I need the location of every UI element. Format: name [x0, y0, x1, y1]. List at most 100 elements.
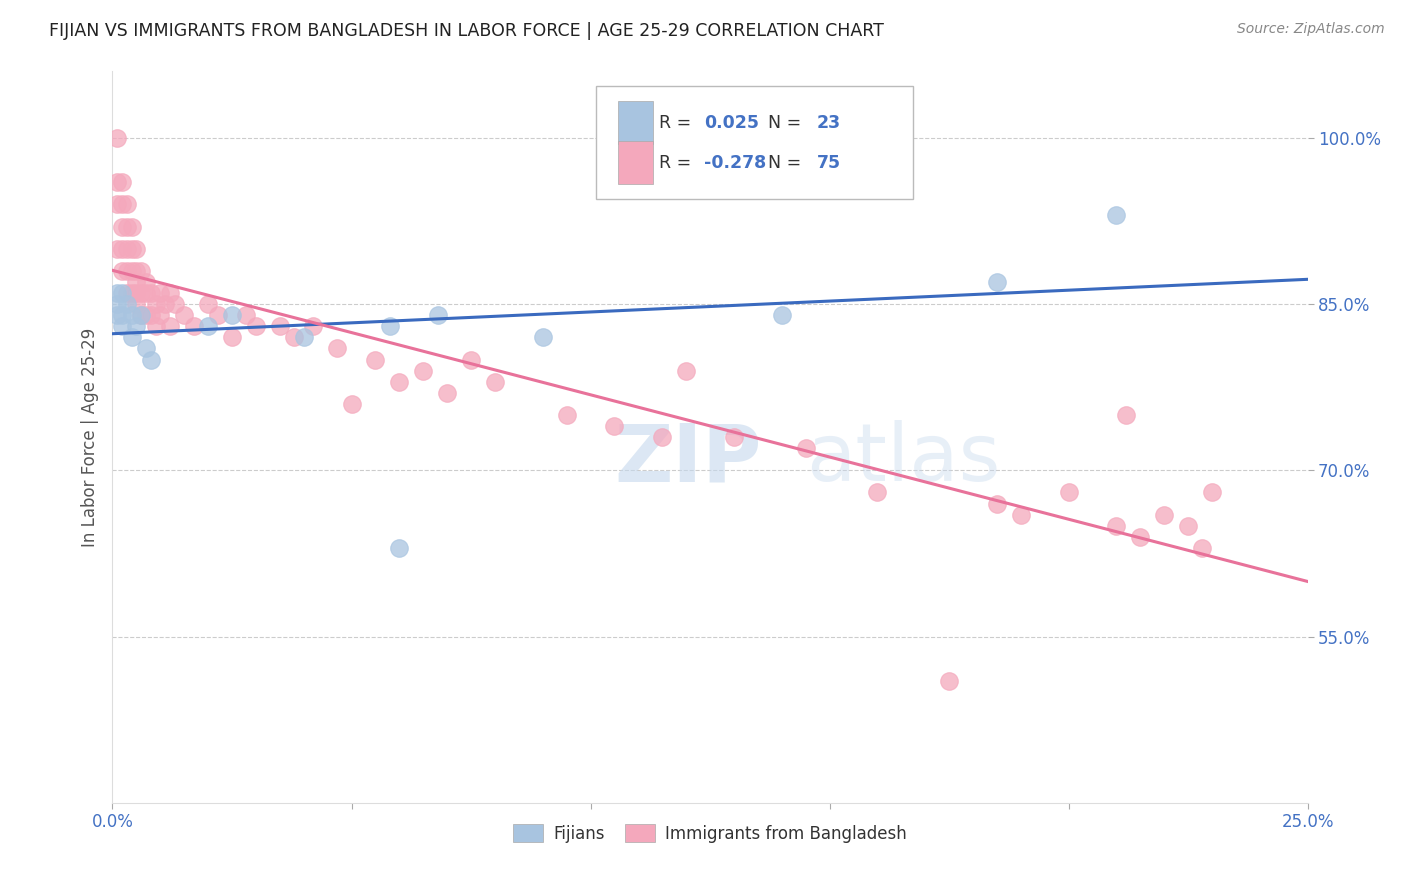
Point — [603, 419, 626, 434]
Point — [388, 375, 411, 389]
Point — [1115, 408, 1137, 422]
Point — [460, 352, 482, 367]
Point — [111, 319, 134, 334]
Text: 0.025: 0.025 — [704, 113, 759, 131]
Point — [1129, 530, 1152, 544]
Point — [105, 297, 128, 311]
Text: 23: 23 — [817, 113, 841, 131]
Point — [770, 308, 793, 322]
Point — [651, 430, 673, 444]
Point — [340, 397, 363, 411]
Point — [207, 308, 229, 322]
Point — [153, 297, 176, 311]
Point — [145, 297, 167, 311]
Point — [159, 319, 181, 334]
Point — [111, 264, 134, 278]
Point — [121, 330, 143, 344]
Point — [1105, 518, 1128, 533]
Point — [115, 242, 138, 256]
Text: atlas: atlas — [806, 420, 1000, 498]
Point — [163, 297, 186, 311]
FancyBboxPatch shape — [619, 141, 652, 185]
Point — [125, 319, 148, 334]
Point — [235, 308, 257, 322]
Point — [197, 297, 219, 311]
Point — [245, 319, 267, 334]
Point — [105, 285, 128, 300]
Point — [938, 673, 960, 688]
Point — [121, 285, 143, 300]
Point — [866, 485, 889, 500]
Text: Source: ZipAtlas.com: Source: ZipAtlas.com — [1237, 22, 1385, 37]
Point — [125, 297, 148, 311]
Point — [1191, 541, 1213, 555]
Point — [723, 430, 745, 444]
Point — [986, 497, 1008, 511]
Point — [125, 264, 148, 278]
Point — [412, 363, 434, 377]
Point — [378, 319, 401, 334]
Point — [531, 330, 554, 344]
Point — [197, 319, 219, 334]
Point — [105, 175, 128, 189]
Point — [125, 275, 148, 289]
FancyBboxPatch shape — [596, 86, 914, 200]
Text: N =: N = — [756, 113, 807, 131]
Point — [364, 352, 387, 367]
Text: FIJIAN VS IMMIGRANTS FROM BANGLADESH IN LABOR FORCE | AGE 25-29 CORRELATION CHAR: FIJIAN VS IMMIGRANTS FROM BANGLADESH IN … — [49, 22, 884, 40]
Text: R =: R = — [658, 113, 696, 131]
Point — [135, 285, 157, 300]
Point — [115, 285, 138, 300]
Legend: Fijians, Immigrants from Bangladesh: Fijians, Immigrants from Bangladesh — [506, 818, 914, 849]
Text: 75: 75 — [817, 153, 841, 172]
Point — [302, 319, 325, 334]
Point — [105, 308, 128, 322]
Point — [1177, 518, 1199, 533]
Point — [794, 441, 817, 455]
Point — [555, 408, 578, 422]
Point — [1153, 508, 1175, 522]
Point — [326, 342, 349, 356]
Text: N =: N = — [756, 153, 807, 172]
Point — [135, 275, 157, 289]
Point — [125, 285, 148, 300]
Point — [292, 330, 315, 344]
Text: R =: R = — [658, 153, 696, 172]
Point — [139, 308, 162, 322]
Point — [269, 319, 291, 334]
Point — [111, 308, 134, 322]
Point — [115, 264, 138, 278]
Point — [139, 352, 162, 367]
Point — [105, 242, 128, 256]
Point — [426, 308, 449, 322]
Point — [221, 330, 243, 344]
Point — [111, 285, 134, 300]
Point — [111, 219, 134, 234]
Point — [121, 242, 143, 256]
Point — [121, 308, 143, 322]
Point — [436, 385, 458, 400]
Point — [129, 308, 152, 322]
Point — [149, 308, 172, 322]
Point — [115, 197, 138, 211]
Point — [986, 275, 1008, 289]
Point — [129, 285, 152, 300]
Point — [173, 308, 195, 322]
Point — [221, 308, 243, 322]
Point — [675, 363, 697, 377]
Point — [129, 308, 152, 322]
Point — [139, 285, 162, 300]
Point — [121, 219, 143, 234]
Point — [1010, 508, 1032, 522]
Point — [135, 342, 157, 356]
Point — [111, 175, 134, 189]
Point — [135, 308, 157, 322]
Point — [1057, 485, 1080, 500]
Point — [105, 131, 128, 145]
Point — [1201, 485, 1223, 500]
Point — [183, 319, 205, 334]
Point — [145, 319, 167, 334]
Point — [283, 330, 305, 344]
Point — [1105, 209, 1128, 223]
Point — [388, 541, 411, 555]
